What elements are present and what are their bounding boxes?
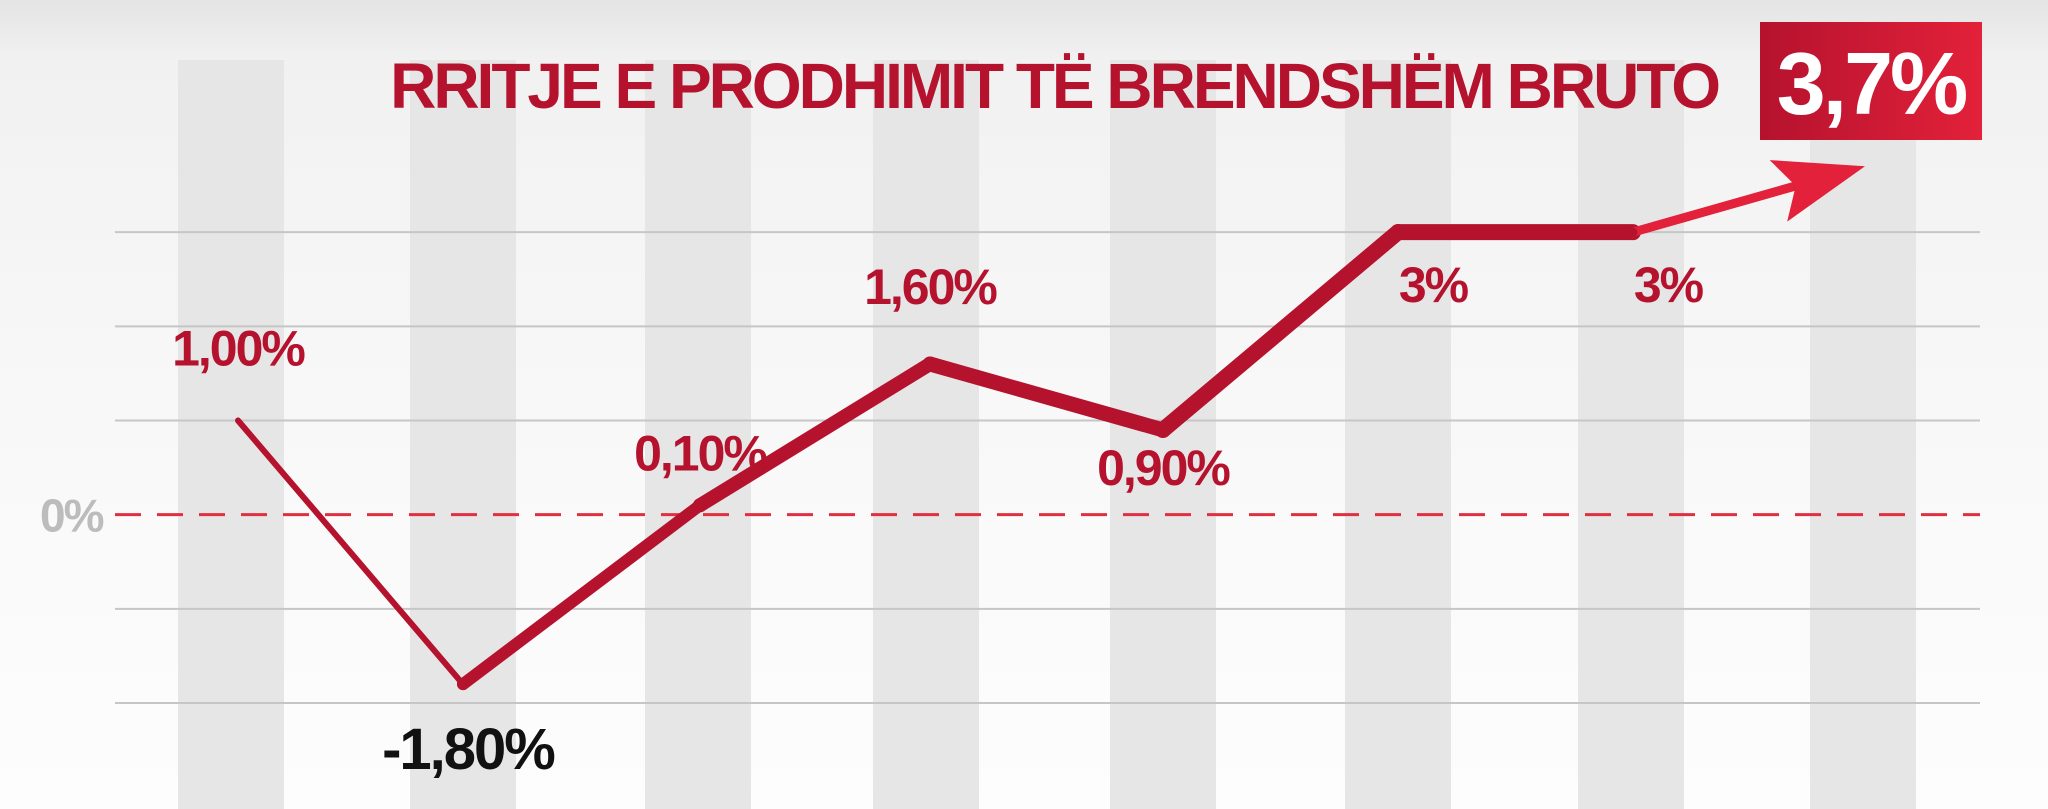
series-segment	[693, 357, 937, 513]
column-band	[410, 60, 516, 809]
data-point	[922, 356, 938, 372]
series-segment	[1155, 224, 1406, 438]
series-segment	[457, 499, 706, 691]
column-band	[178, 60, 284, 809]
data-label: 1,00%	[172, 321, 305, 377]
data-point	[1628, 227, 1638, 237]
data-label: 0,10%	[634, 425, 767, 481]
headline-badge: 3,7%	[1760, 22, 1982, 140]
column-band	[1578, 60, 1684, 809]
data-point	[1390, 224, 1406, 241]
headline-badge-box	[1760, 22, 1982, 140]
data-point	[1155, 421, 1171, 438]
series-segment	[235, 417, 466, 688]
series-segment	[922, 356, 1171, 438]
gdp-growth-series	[235, 160, 1865, 691]
data-labels: 1,00% -1,80% 0,10% 1,60% 0,90% 3% 3%	[172, 257, 1706, 782]
data-label: 3%	[1634, 257, 1704, 313]
trend-arrowhead	[1769, 160, 1865, 222]
column-band	[1345, 60, 1451, 809]
data-label: 3%	[1399, 257, 1469, 313]
series-segment	[1628, 180, 1803, 237]
data-label: 1,60%	[864, 259, 997, 315]
gridlines	[115, 231, 1980, 704]
data-point	[457, 678, 469, 691]
headline-value: 3,7%	[1777, 34, 1966, 133]
data-label: 0,90%	[1097, 440, 1230, 496]
data-point	[693, 498, 707, 513]
zero-axis-label: 0%	[40, 490, 104, 542]
chart-title: RRITJE E PRODHIMIT TË BRENDSHËM BRUTO	[390, 50, 1719, 122]
column-bands	[178, 60, 1916, 809]
data-label: -1,80%	[382, 717, 555, 782]
column-band	[873, 60, 979, 809]
column-band	[645, 60, 751, 809]
